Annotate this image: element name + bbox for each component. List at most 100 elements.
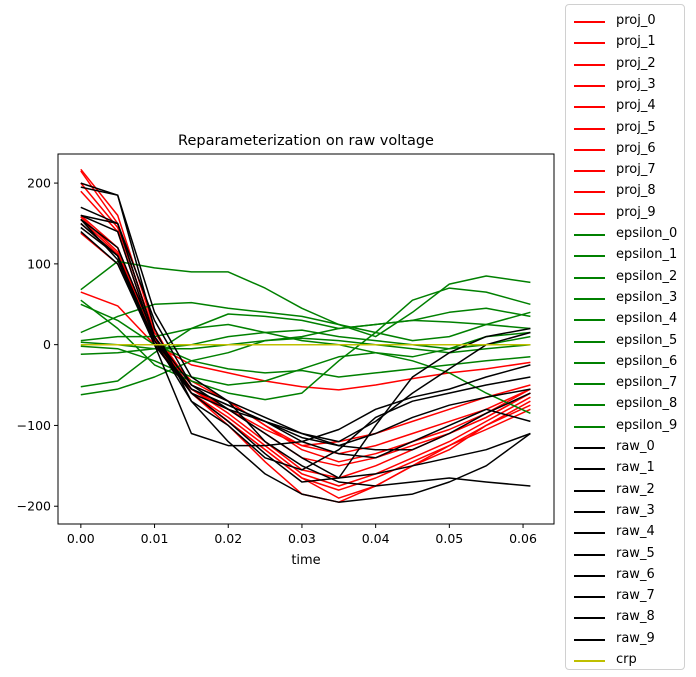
legend-label: proj_0 bbox=[616, 13, 656, 28]
x-tick-label: 0.02 bbox=[214, 531, 242, 546]
legend-label: proj_7 bbox=[616, 162, 656, 178]
legend-label: epsilon_1 bbox=[616, 247, 678, 263]
legend-item-raw_4: raw_4 bbox=[566, 522, 684, 543]
legend-swatch bbox=[574, 510, 605, 513]
series-line-epsilon_8 bbox=[80, 345, 531, 414]
legend-item-raw_1: raw_1 bbox=[566, 458, 684, 479]
series-line-proj_0 bbox=[80, 168, 531, 499]
legend-swatch bbox=[574, 297, 605, 300]
series-line-epsilon_1 bbox=[80, 287, 531, 401]
x-tick-label: 0.06 bbox=[509, 531, 537, 546]
legend-swatch bbox=[574, 21, 605, 23]
legend-item-raw_5: raw_5 bbox=[566, 544, 684, 565]
series-line-raw_4 bbox=[80, 214, 531, 471]
legend-label: raw_4 bbox=[616, 524, 655, 540]
series-line-epsilon_2 bbox=[80, 301, 531, 342]
legend-item-raw_2: raw_2 bbox=[566, 480, 684, 501]
y-tick-label: −100 bbox=[17, 418, 51, 433]
legend-label: epsilon_8 bbox=[616, 396, 678, 412]
series-line-raw_1 bbox=[80, 182, 531, 503]
legend-item-proj_8: proj_8 bbox=[566, 181, 684, 202]
y-tick-label: 100 bbox=[27, 256, 51, 271]
x-tick-label: 0.04 bbox=[362, 531, 390, 546]
legend-swatch bbox=[574, 489, 605, 492]
legend-swatch bbox=[574, 361, 605, 364]
legend-item-raw_3: raw_3 bbox=[566, 501, 684, 522]
legend-item-raw_7: raw_7 bbox=[566, 586, 684, 607]
legend-item-proj_5: proj_5 bbox=[566, 118, 684, 139]
legend-label: proj_5 bbox=[616, 119, 656, 135]
legend-item-epsilon_2: epsilon_2 bbox=[566, 267, 684, 288]
legend-item-epsilon_8: epsilon_8 bbox=[566, 394, 684, 415]
legend-item-proj_0: proj_0 bbox=[566, 11, 684, 32]
legend-item-proj_6: proj_6 bbox=[566, 139, 684, 160]
legend-swatch bbox=[574, 638, 605, 641]
legend-swatch bbox=[574, 574, 605, 577]
legend-label: raw_0 bbox=[616, 439, 655, 454]
legend-label: epsilon_5 bbox=[616, 332, 678, 348]
legend-swatch bbox=[574, 468, 605, 471]
legend-item-proj_3: proj_3 bbox=[566, 75, 684, 96]
legend-swatch bbox=[574, 276, 605, 279]
legend-swatch bbox=[574, 383, 605, 386]
legend-swatch bbox=[574, 106, 605, 109]
y-axis-ticks: −200 −100 0 100 200 bbox=[17, 176, 58, 514]
legend-item-raw_0: raw_0 bbox=[566, 437, 684, 458]
plot-frame bbox=[57, 153, 555, 525]
chart-title: Reparameterization on raw voltage bbox=[178, 133, 434, 149]
legend-item-crp: crp bbox=[566, 650, 684, 671]
legend-label: proj_3 bbox=[616, 76, 656, 92]
legend-swatch bbox=[574, 63, 605, 66]
legend-label: raw_5 bbox=[616, 545, 655, 561]
legend-label: proj_6 bbox=[616, 140, 656, 156]
x-tick-label: 0.01 bbox=[141, 531, 169, 546]
legend-swatch bbox=[574, 170, 605, 173]
legend-swatch bbox=[574, 212, 605, 215]
legend-swatch bbox=[574, 596, 605, 599]
series-line-epsilon_0 bbox=[80, 260, 531, 338]
legend-item-epsilon_3: epsilon_3 bbox=[566, 288, 684, 309]
legend-item-epsilon_9: epsilon_9 bbox=[566, 416, 684, 437]
legend-label: epsilon_6 bbox=[616, 353, 678, 369]
legend-item-raw_6: raw_6 bbox=[566, 565, 684, 586]
legend-label: epsilon_7 bbox=[616, 375, 678, 391]
legend-item-proj_1: proj_1 bbox=[566, 32, 684, 53]
legend-label: proj_2 bbox=[616, 55, 656, 71]
y-tick-label: 200 bbox=[27, 176, 51, 191]
legend-swatch bbox=[574, 84, 605, 87]
legend-item-proj_7: proj_7 bbox=[566, 160, 684, 181]
y-tick-label: −200 bbox=[17, 499, 51, 514]
legend-swatch bbox=[574, 42, 605, 45]
legend-label: raw_7 bbox=[616, 588, 655, 604]
legend-swatch bbox=[574, 340, 605, 343]
series-line-epsilon_4 bbox=[80, 319, 531, 396]
legend-label: raw_3 bbox=[616, 502, 655, 518]
series-line-proj_2 bbox=[80, 182, 531, 463]
legend-item-raw_8: raw_8 bbox=[566, 607, 684, 628]
legend-label: epsilon_9 bbox=[616, 417, 678, 433]
legend-label: raw_1 bbox=[616, 460, 655, 476]
legend-label: epsilon_0 bbox=[616, 226, 678, 241]
legend-swatch bbox=[574, 255, 605, 258]
x-axis-ticks: 0.00 0.01 0.02 0.03 0.04 0.05 0.06 bbox=[67, 524, 537, 546]
legend-item-epsilon_7: epsilon_7 bbox=[566, 373, 684, 394]
legend-item-epsilon_4: epsilon_4 bbox=[566, 309, 684, 330]
legend-label: epsilon_2 bbox=[616, 268, 678, 284]
legend-label: proj_4 bbox=[616, 98, 656, 114]
legend-swatch bbox=[574, 148, 605, 151]
y-tick-label: 0 bbox=[43, 337, 51, 352]
legend-item-epsilon_0: epsilon_0 bbox=[566, 224, 684, 245]
legend-swatch bbox=[574, 234, 605, 236]
series-line-epsilon_3 bbox=[80, 307, 531, 388]
legend-label: epsilon_4 bbox=[616, 311, 678, 327]
plot-lines bbox=[80, 168, 531, 503]
legend-label: proj_8 bbox=[616, 183, 656, 199]
x-tick-label: 0.00 bbox=[67, 531, 95, 546]
series-line-raw_0 bbox=[80, 186, 531, 487]
legend-item-epsilon_1: epsilon_1 bbox=[566, 245, 684, 266]
x-tick-label: 0.03 bbox=[288, 531, 316, 546]
legend-item-epsilon_6: epsilon_6 bbox=[566, 352, 684, 373]
legend-swatch bbox=[574, 404, 605, 407]
legend-label: epsilon_3 bbox=[616, 289, 678, 305]
